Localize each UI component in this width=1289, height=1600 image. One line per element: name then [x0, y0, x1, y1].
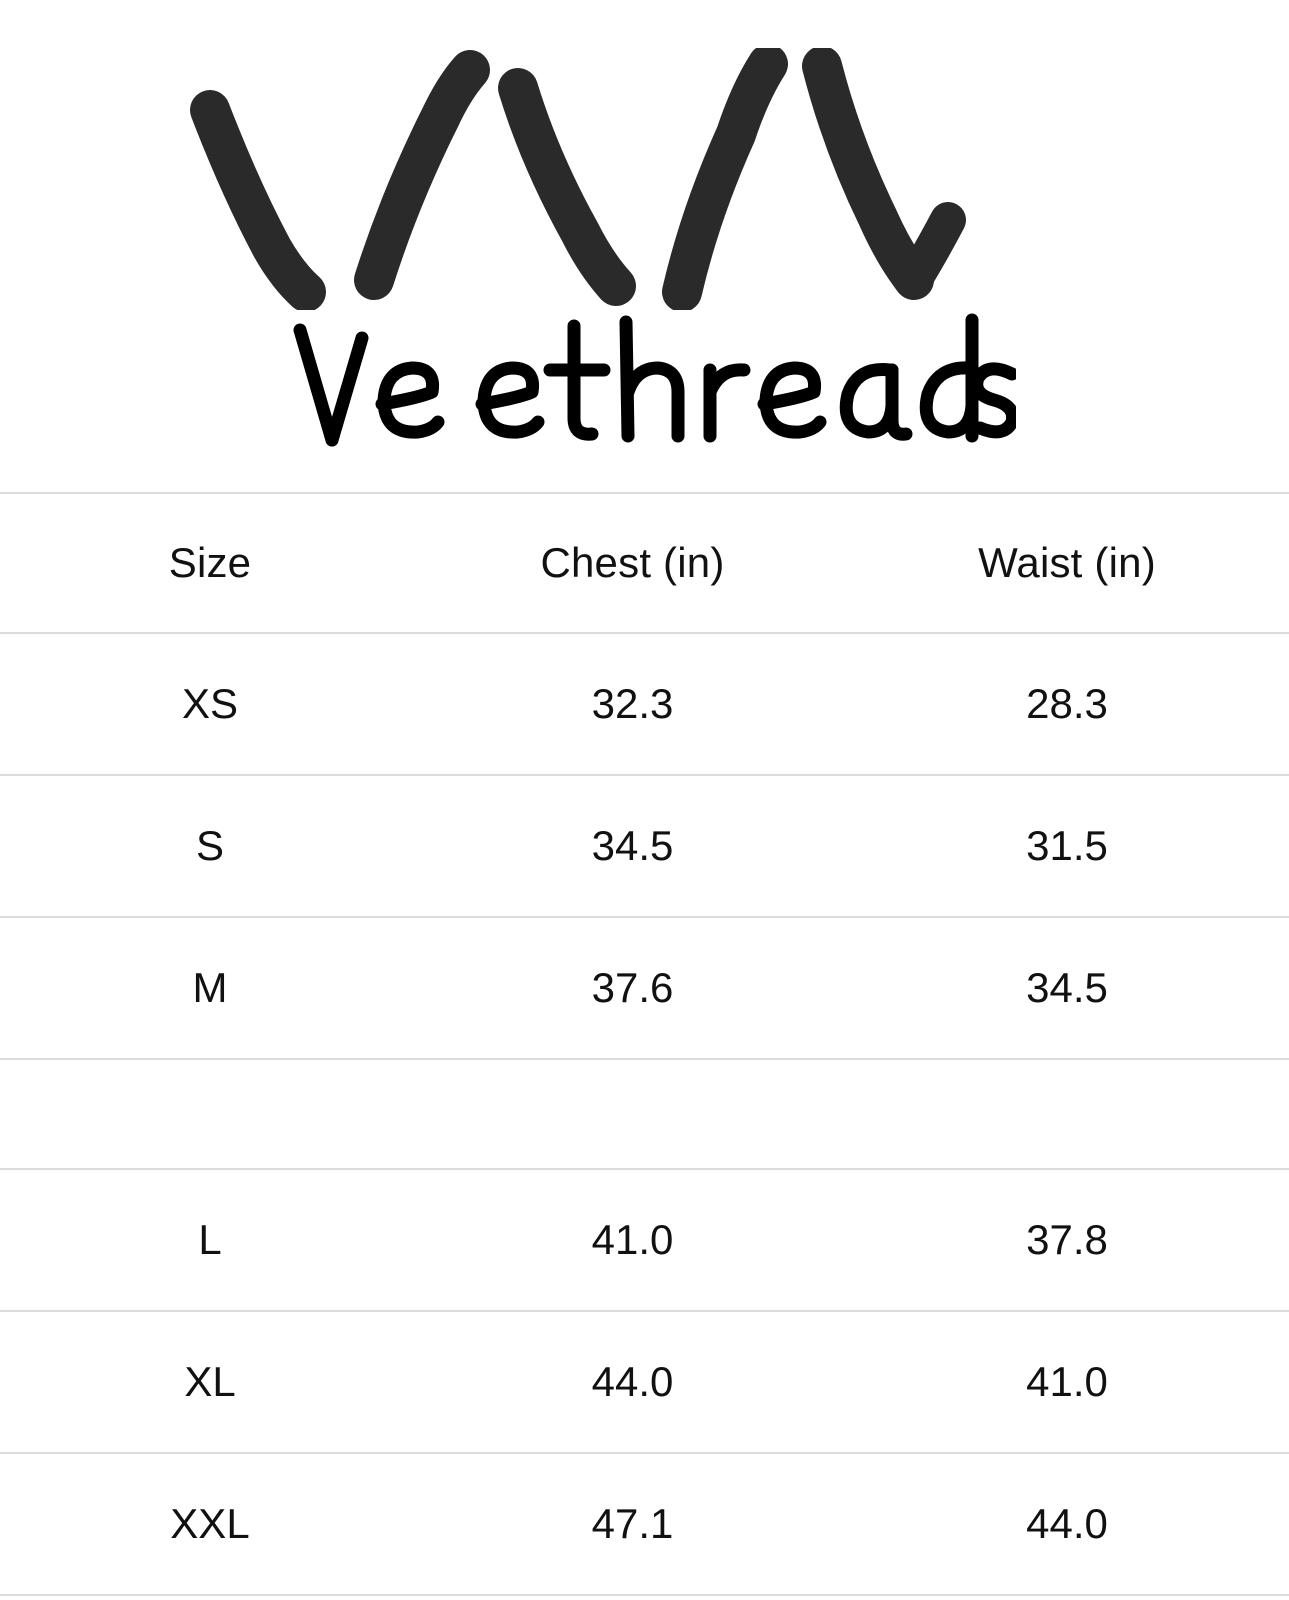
cell-waist: 28.3: [845, 633, 1289, 776]
cell-size: XXL: [0, 1453, 420, 1596]
cell-chest: [420, 1059, 845, 1170]
table-row: XS 32.3 28.3: [0, 633, 1289, 776]
cell-waist: [845, 1059, 1289, 1170]
size-chart-table: Size Chest (in) Waist (in) XS 32.3 28.3 …: [0, 492, 1289, 1596]
cell-chest: 34.5: [420, 775, 845, 918]
table-row: XXL 47.1 44.0: [0, 1453, 1289, 1596]
cell-waist: 34.5: [845, 917, 1289, 1060]
cell-size: [0, 1059, 420, 1170]
cell-waist: 31.5: [845, 775, 1289, 918]
table-row: XL 44.0 41.0: [0, 1311, 1289, 1454]
cell-waist: 44.0: [845, 1453, 1289, 1596]
table-row: S 34.5 31.5: [0, 775, 1289, 918]
cell-size: XS: [0, 633, 420, 776]
table-header-row: Size Chest (in) Waist (in): [0, 492, 1289, 634]
cell-size: M: [0, 917, 420, 1060]
table-row: M 37.6 34.5: [0, 917, 1289, 1060]
table-row: L 41.0 37.8: [0, 1169, 1289, 1312]
cell-chest: 41.0: [420, 1169, 845, 1312]
cell-size: L: [0, 1169, 420, 1312]
column-header-size: Size: [0, 492, 420, 634]
cell-size: S: [0, 775, 420, 918]
cell-size: XL: [0, 1311, 420, 1454]
cell-chest: 32.3: [420, 633, 845, 776]
cell-chest: 47.1: [420, 1453, 845, 1596]
column-header-chest: Chest (in): [420, 492, 845, 634]
cell-chest: 44.0: [420, 1311, 845, 1454]
veethreads-zigzag-mark-icon: [188, 48, 1018, 310]
column-header-waist: Waist (in): [845, 492, 1289, 634]
table-row-blank: [0, 1059, 1289, 1170]
table-header: Size Chest (in) Waist (in): [0, 492, 1289, 634]
cell-waist: 37.8: [845, 1169, 1289, 1312]
brand-wordmark: [286, 312, 1016, 462]
cell-waist: 41.0: [845, 1311, 1289, 1454]
table-body: XS 32.3 28.3 S 34.5 31.5 M 37.6 34.5 L 4…: [0, 633, 1289, 1596]
brand-logo-block: [0, 0, 1289, 492]
cell-chest: 37.6: [420, 917, 845, 1060]
